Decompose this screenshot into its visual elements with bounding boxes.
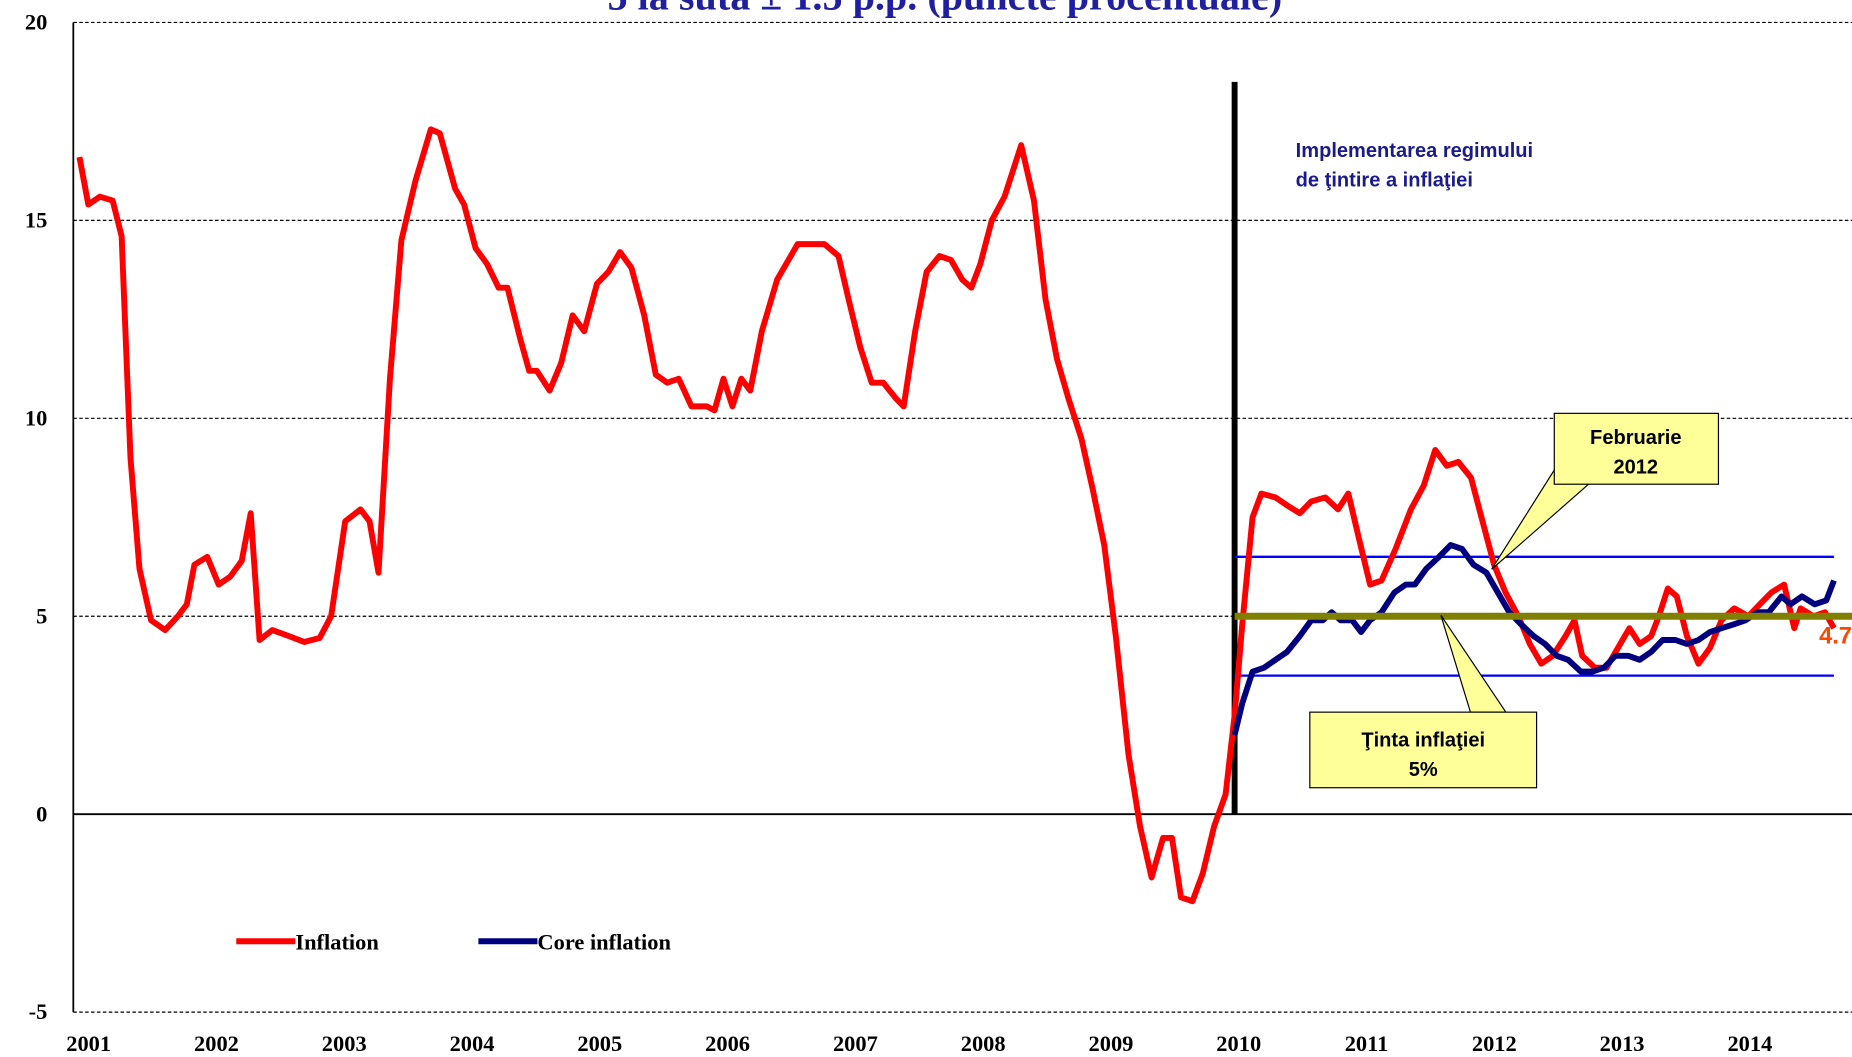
legend-label: Inflation <box>295 930 379 955</box>
x-tick-label: 2008 <box>961 1031 1006 1056</box>
x-tick-label: 2010 <box>1216 1031 1261 1056</box>
callout-pointer <box>1440 614 1507 713</box>
plot-area: -5 0 5 10 15 20 2001 2002 2003 2004 2005 2006 2007 20… <box>25 10 1852 1056</box>
y-tick-label: 5 <box>36 603 47 628</box>
y-tick-label: 15 <box>25 207 47 232</box>
x-tick-label: 2006 <box>705 1031 750 1056</box>
x-tick-label: 2009 <box>1089 1031 1134 1056</box>
x-tick-label: 2002 <box>194 1031 239 1056</box>
x-tick-label: 2005 <box>577 1031 622 1056</box>
chart-title: 5 la sută ± 1.5 p.p. (puncte procentuale… <box>608 0 1283 18</box>
callout: Ţinta inflaţiei 5% <box>1309 614 1538 789</box>
x-tick-label: 2013 <box>1600 1031 1645 1056</box>
callout-box <box>1553 412 1720 485</box>
callout-text: Februarie <box>1590 427 1681 449</box>
y-tick-label: 10 <box>25 405 47 430</box>
callout-text: Ţinta inflaţiei <box>1361 729 1485 751</box>
y-tick-label: 0 <box>36 801 47 826</box>
annotation: Implementarea regimului <box>1296 140 1533 162</box>
line-series <box>76 126 1837 905</box>
callout: Februarie 2012 <box>1491 412 1720 570</box>
x-tick-label: 2004 <box>450 1031 495 1056</box>
y-tick-label: -5 <box>29 999 48 1024</box>
x-tick-label: 2007 <box>833 1031 878 1056</box>
x-tick-label: 2001 <box>66 1031 111 1056</box>
legend-label: Core inflation <box>537 930 671 955</box>
callout-text: 2012 <box>1613 457 1658 479</box>
callout-text: 5% <box>1409 759 1438 781</box>
callout-pointer <box>1491 469 1590 570</box>
callout-box <box>1309 711 1538 789</box>
x-tick-label: 2012 <box>1472 1031 1517 1056</box>
x-tick-label: 2003 <box>322 1031 367 1056</box>
line-series <box>1231 542 1837 736</box>
x-tick-label: 2014 <box>1727 1031 1772 1056</box>
end-value-label: 4.7 <box>1819 623 1852 649</box>
annotation: de ţintire a inflaţiei <box>1296 170 1473 192</box>
x-tick-label: 2011 <box>1345 1031 1389 1056</box>
y-tick-label: 20 <box>25 10 47 35</box>
